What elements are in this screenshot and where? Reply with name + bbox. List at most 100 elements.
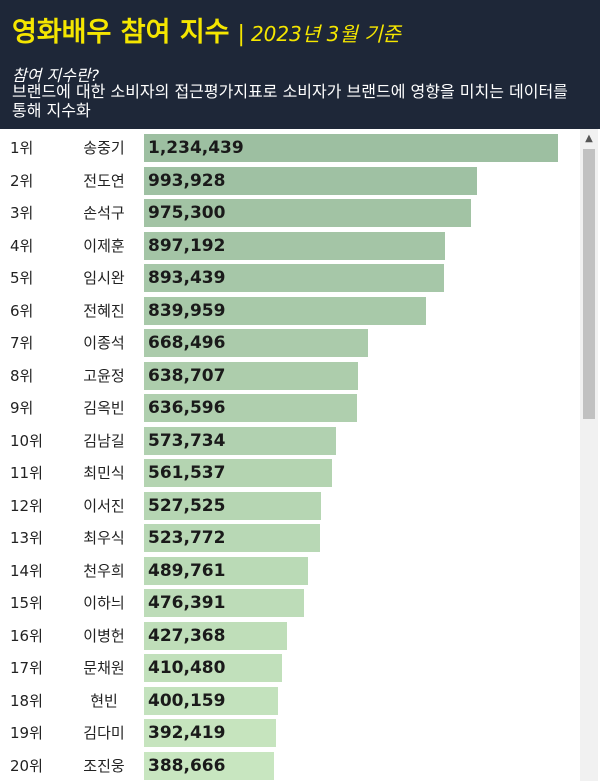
chart-row: 2위 전도연 993,928	[0, 165, 580, 197]
bar	[144, 394, 358, 422]
actor-name-label: 손석구	[83, 204, 125, 222]
vertical-scrollbar[interactable]: ▲	[580, 129, 598, 781]
value-label: 410,480	[148, 658, 226, 678]
chart-row: 18위 현빈 400,159	[0, 685, 580, 717]
rank-label: 16위	[10, 626, 43, 645]
actor-name-label: 이병헌	[83, 626, 125, 645]
rank-label: 1위	[10, 139, 34, 157]
rank-label: 18위	[10, 691, 43, 710]
bar	[144, 524, 320, 552]
bar	[144, 426, 337, 455]
value-label: 476,391	[148, 593, 226, 613]
value-label: 388,666	[148, 755, 226, 776]
bar	[144, 134, 558, 162]
description-question: 참여 지수란?	[12, 66, 100, 85]
chart-row: 8위 고윤정 638,707	[0, 360, 580, 392]
bar	[144, 296, 426, 325]
actor-name-label: 김다미	[83, 724, 125, 742]
rank-label: 10위	[10, 431, 43, 450]
chart-row: 10위 김남길 573,734	[0, 425, 580, 457]
rank-label: 8위	[10, 366, 34, 385]
chart-row: 17위 문채원 410,480	[0, 652, 580, 684]
actor-name-label: 전혜진	[83, 301, 125, 320]
actor-name-label: 최민식	[83, 464, 125, 482]
value-label: 636,596	[148, 398, 226, 418]
value-label: 839,959	[148, 300, 226, 321]
chart-row: 12위 이서진 527,525	[0, 490, 580, 522]
rank-label: 2위	[10, 171, 34, 190]
rank-label: 11위	[10, 464, 43, 482]
actor-name-label: 이제훈	[83, 236, 125, 255]
rank-label: 13위	[10, 529, 43, 547]
rank-label: 7위	[10, 334, 34, 352]
value-label: 993,928	[148, 170, 226, 191]
value-label: 527,525	[148, 495, 226, 516]
bar	[144, 556, 309, 585]
actor-name-label: 조진웅	[83, 756, 125, 775]
chart-row: 3위 손석구 975,300	[0, 197, 580, 229]
rank-label: 20위	[10, 756, 43, 775]
chart-row: 4위 이제훈 897,192	[0, 230, 580, 262]
bar	[144, 589, 304, 617]
chart-row: 1위 송중기 1,234,439	[0, 132, 580, 164]
value-label: 523,772	[148, 528, 226, 548]
actor-name-label: 이종석	[83, 334, 125, 352]
rank-label: 3위	[10, 204, 34, 222]
scroll-up-icon[interactable]: ▲	[585, 133, 593, 144]
chart-row: 11위 최민식 561,537	[0, 457, 580, 489]
bar-chart: 1위 송중기 1,234,439 2위 전도연 993,928 3위 손석구 975,300 4위…	[0, 129, 600, 781]
title-date: 2023년 3월 기준	[250, 22, 401, 46]
actor-name-label: 이하늬	[83, 594, 125, 612]
title-line: 영화배우 참여 지수 | 2023년 3월 기준	[12, 10, 401, 49]
description-text: 브랜드에 대한 소비자의 접근평가지표로 소비자가 브랜드에 영향을 미치는 데…	[12, 82, 568, 120]
bar	[144, 231, 445, 260]
rank-label: 4위	[10, 236, 34, 255]
chart-row: 13위 최우식 523,772	[0, 522, 580, 554]
value-label: 638,707	[148, 365, 226, 386]
actor-name-label: 고윤정	[83, 366, 125, 385]
chart-row: 15위 이하늬 476,391	[0, 587, 580, 619]
bar	[144, 491, 321, 520]
bar	[144, 199, 472, 227]
actor-name-label: 김옥빈	[83, 399, 125, 417]
value-label: 893,439	[148, 268, 226, 288]
scroll-thumb[interactable]	[583, 149, 595, 419]
chart-row: 7위 이종석 668,496	[0, 327, 580, 359]
bar	[144, 361, 359, 390]
actor-name-label: 임시완	[83, 269, 125, 287]
rank-label: 9위	[10, 399, 34, 417]
bar	[144, 459, 333, 487]
value-label: 668,496	[148, 333, 226, 353]
value-label: 897,192	[148, 235, 226, 256]
value-label: 400,159	[148, 690, 226, 711]
value-label: 1,234,439	[148, 138, 244, 158]
chart-row: 16위 이병헌 427,368	[0, 620, 580, 652]
rank-label: 14위	[10, 561, 43, 580]
chart-row: 19위 김다미 392,419	[0, 717, 580, 749]
value-label: 561,537	[148, 463, 226, 483]
chart-row: 9위 김옥빈 636,596	[0, 392, 580, 424]
rank-label: 5위	[10, 269, 34, 287]
chart-row: 6위 전혜진 839,959	[0, 295, 580, 327]
rank-label: 19위	[10, 724, 43, 742]
actor-name-label: 전도연	[83, 171, 125, 190]
actor-name-label: 이서진	[83, 496, 125, 515]
actor-name-label: 송중기	[83, 139, 125, 157]
value-label: 573,734	[148, 430, 226, 451]
chart-row: 14위 천우희 489,761	[0, 555, 580, 587]
value-label: 427,368	[148, 625, 226, 646]
rank-label: 6위	[10, 301, 34, 320]
actor-name-label: 최우식	[83, 529, 125, 547]
actor-name-label: 천우희	[83, 561, 125, 580]
chart-title: 영화배우 참여 지수	[12, 17, 230, 48]
value-label: 975,300	[148, 203, 226, 223]
rank-label: 17위	[10, 659, 43, 677]
bar	[144, 686, 279, 715]
value-label: 489,761	[148, 560, 226, 581]
rank-label: 15위	[10, 594, 43, 612]
bar	[144, 264, 444, 292]
chart-header: 영화배우 참여 지수 | 2023년 3월 기준 참여 지수란? 브랜드에 대한 소…	[0, 0, 600, 129]
actor-name-label: 문채원	[83, 659, 125, 677]
bar	[144, 166, 478, 195]
chart-row: 5위 임시완 893,439	[0, 262, 580, 294]
